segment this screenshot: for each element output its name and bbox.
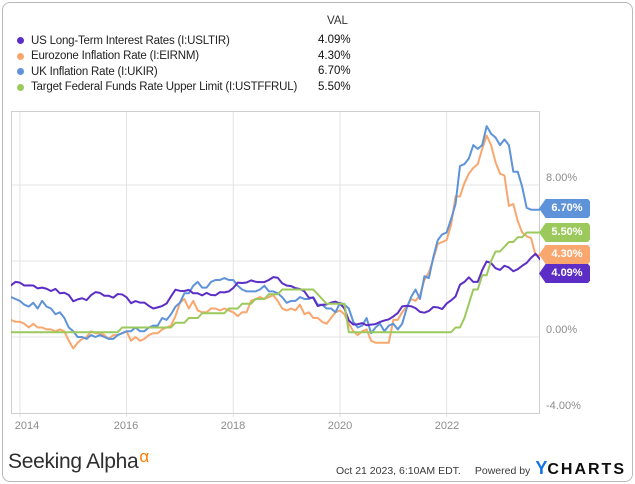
- legend-item-uk-inflation[interactable]: UK Inflation Rate (I:UKIR): [17, 65, 158, 79]
- legend-label: Target Federal Funds Rate Upper Limit (I…: [31, 81, 298, 93]
- legend-value-uk: 6.70%: [318, 65, 351, 77]
- alpha-glyph-icon: α: [139, 447, 149, 466]
- chart-timestamp: Oct 21 2023, 6:10AM EDT.: [335, 465, 461, 477]
- x-axis-tick-2018: 2018: [220, 420, 246, 432]
- series-dot-fed-funds: [17, 83, 24, 91]
- x-axis-tick-2014: 2014: [14, 420, 40, 432]
- seeking-alpha-wordmark: Seeking Alpha: [8, 450, 139, 473]
- val-column-header: VAL: [327, 15, 348, 27]
- ycharts-logo[interactable]: YCHARTS: [535, 458, 626, 479]
- value-tag-eurozone[interactable]: 4.30%: [539, 245, 590, 264]
- value-tag-uk-inflation[interactable]: 6.70%: [539, 199, 590, 218]
- legend-label: US Long-Term Interest Rates (I:USLTIR): [31, 34, 230, 47]
- y-axis-tick-8: 8.00%: [546, 172, 578, 184]
- line-chart-plot-area[interactable]: [11, 111, 540, 419]
- legend-item-fed-funds-upper-limit[interactable]: Target Federal Funds Rate Upper Limit (I…: [17, 80, 297, 94]
- ycharts-y-icon: Y: [535, 458, 548, 478]
- x-axis-tick-2016: 2016: [113, 420, 139, 432]
- legend-label: Eurozone Inflation Rate (I:EIRNM): [31, 50, 199, 62]
- series-dot-eurozone: [17, 52, 24, 60]
- value-tag-us-rates[interactable]: 4.09%: [539, 264, 590, 283]
- y-axis-tick-0: 0.00%: [546, 324, 578, 336]
- legend-value-us: 4.09%: [318, 34, 351, 46]
- footer-meta: Oct 21 2023, 6:10AM EDT. Powered by YCHA…: [336, 458, 626, 479]
- x-axis-tick-2022: 2022: [434, 420, 460, 432]
- legend-item-eurozone-inflation[interactable]: Eurozone Inflation Rate (I:EIRNM): [17, 49, 199, 63]
- legend-value-fed-funds: 5.50%: [318, 80, 351, 93]
- powered-by-label: Powered by: [474, 465, 531, 477]
- ycharts-wordmark: CHARTS: [547, 461, 626, 478]
- seeking-alpha-logo[interactable]: Seeking Alphaα: [8, 447, 149, 474]
- legend-value-eurozone: 4.30%: [318, 49, 351, 62]
- legend-label: UK Inflation Rate (I:UKIR): [31, 65, 158, 78]
- series-dot-uk: [17, 68, 24, 75]
- legend-item-us-long-term-rates[interactable]: US Long-Term Interest Rates (I:USLTIR): [17, 34, 230, 48]
- series-dot-us: [17, 37, 24, 44]
- value-tag-fed-funds[interactable]: 5.50%: [539, 223, 590, 242]
- y-axis-tick-neg4: -4.00%: [546, 400, 581, 412]
- x-axis-tick-2020: 2020: [327, 420, 353, 432]
